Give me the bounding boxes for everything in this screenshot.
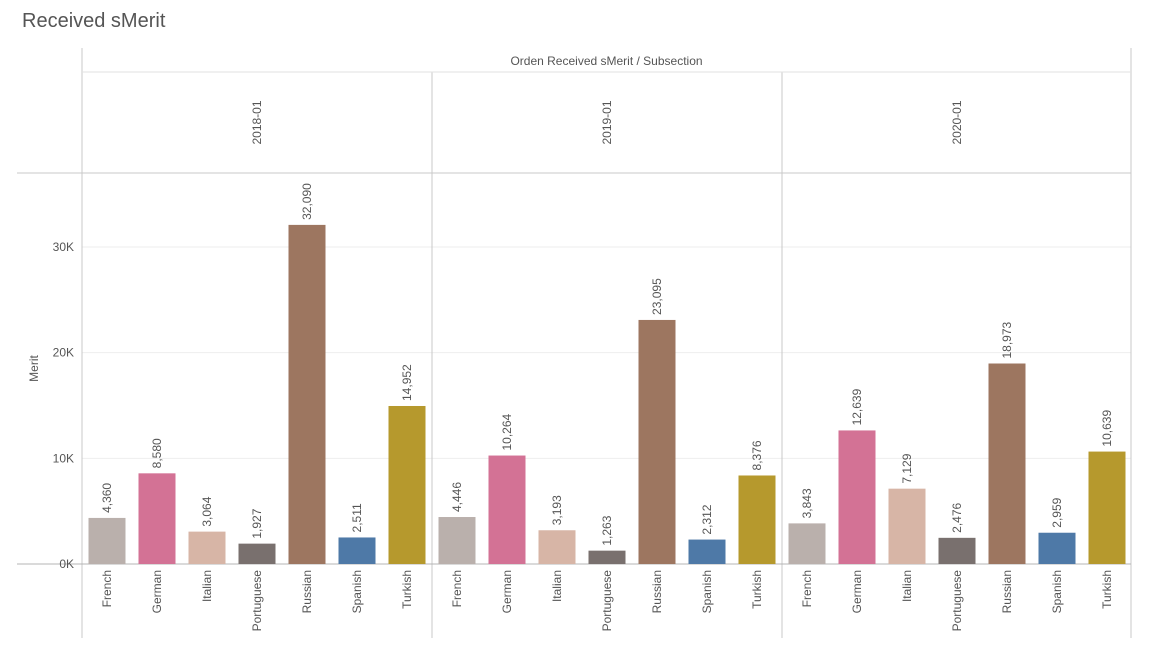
panel-2019-01: 2019-01 4,446 French 10,264 German 3,193 Itali…	[438, 100, 776, 632]
category-label: Russian	[1000, 570, 1014, 613]
category-label: Portuguese	[950, 570, 964, 632]
category-label: Portuguese	[250, 570, 264, 632]
y-axis-label: Merit	[27, 355, 41, 382]
bar-turkish[interactable]	[738, 475, 776, 564]
category-label: French	[100, 570, 114, 607]
data-label: 2,476	[950, 502, 964, 532]
category-label: Italian	[900, 570, 914, 602]
bar-italian[interactable]	[188, 531, 226, 564]
column-header: Orden Received sMerit / Subsection	[510, 54, 702, 68]
bar-portuguese[interactable]	[938, 537, 976, 564]
panel-2020-01: 2020-01 3,843 French 12,639 German 7,129 Itali…	[788, 100, 1126, 632]
category-label: Italian	[550, 570, 564, 602]
data-label: 18,973	[1000, 321, 1014, 358]
bar-russian[interactable]	[638, 319, 676, 564]
y-tick-label: 20K	[53, 346, 74, 360]
data-label: 10,639	[1100, 410, 1114, 447]
category-label: Italian	[200, 570, 214, 602]
panel-header: 2019-01	[600, 100, 614, 144]
data-label: 8,580	[150, 438, 164, 468]
bar-spanish[interactable]	[688, 539, 726, 564]
data-label: 23,095	[650, 278, 664, 315]
bar-french[interactable]	[438, 517, 476, 564]
bar-turkish[interactable]	[388, 405, 426, 564]
y-tick-label: 0K	[59, 557, 74, 571]
data-label: 4,446	[450, 482, 464, 512]
bar-spanish[interactable]	[1038, 532, 1076, 564]
bar-german[interactable]	[838, 430, 876, 564]
data-label: 2,959	[1050, 497, 1064, 527]
category-label: German	[500, 570, 514, 613]
bar-french[interactable]	[88, 517, 126, 564]
bar-french[interactable]	[788, 523, 826, 564]
data-label: 3,843	[800, 488, 814, 518]
data-label: 7,129	[900, 453, 914, 483]
category-label: German	[150, 570, 164, 613]
category-label: Spanish	[700, 570, 714, 613]
data-label: 3,193	[550, 495, 564, 525]
panels: 2018-01 4,360 French 8,580 German 3,064 Italia…	[88, 100, 1126, 632]
data-label: 10,264	[500, 414, 514, 451]
category-label: Spanish	[350, 570, 364, 613]
y-tick-label: 30K	[53, 240, 74, 254]
bar-turkish[interactable]	[1088, 451, 1126, 564]
data-label: 1,263	[600, 515, 614, 545]
category-label: French	[800, 570, 814, 607]
data-label: 1,927	[250, 508, 264, 538]
category-label: Spanish	[1050, 570, 1064, 613]
page-title: Received sMerit	[22, 10, 166, 32]
data-label: 3,064	[200, 496, 214, 526]
bar-spanish[interactable]	[338, 537, 376, 564]
category-label: Russian	[650, 570, 664, 613]
bar-italian[interactable]	[888, 488, 926, 564]
bar-german[interactable]	[488, 455, 526, 564]
panel-2018-01: 2018-01 4,360 French 8,580 German 3,064 Italia…	[88, 100, 426, 632]
category-label: Portuguese	[600, 570, 614, 632]
category-label: German	[850, 570, 864, 613]
data-label: 2,511	[350, 503, 364, 532]
data-label: 14,952	[400, 364, 414, 401]
bar-german[interactable]	[138, 473, 176, 564]
data-label: 12,639	[850, 388, 864, 425]
data-label: 8,376	[750, 440, 764, 470]
bar-russian[interactable]	[288, 224, 326, 564]
data-label: 4,360	[100, 483, 114, 513]
y-axis-ticks: 0K 10K 20K 30K	[53, 240, 74, 571]
bar-russian[interactable]	[988, 363, 1026, 564]
panel-header: 2020-01	[950, 100, 964, 144]
grid-lines	[82, 246, 1131, 459]
bar-italian[interactable]	[538, 530, 576, 564]
category-label: Turkish	[400, 570, 414, 609]
category-label: Turkish	[1100, 570, 1114, 609]
category-label: Russian	[300, 570, 314, 613]
data-label: 2,312	[700, 504, 714, 534]
data-label: 32,090	[300, 183, 314, 220]
panel-header: 2018-01	[250, 100, 264, 144]
bar-portuguese[interactable]	[238, 543, 276, 564]
y-tick-label: 10K	[53, 451, 74, 465]
category-label: French	[450, 570, 464, 607]
category-label: Turkish	[750, 570, 764, 609]
bar-portuguese[interactable]	[588, 550, 626, 564]
